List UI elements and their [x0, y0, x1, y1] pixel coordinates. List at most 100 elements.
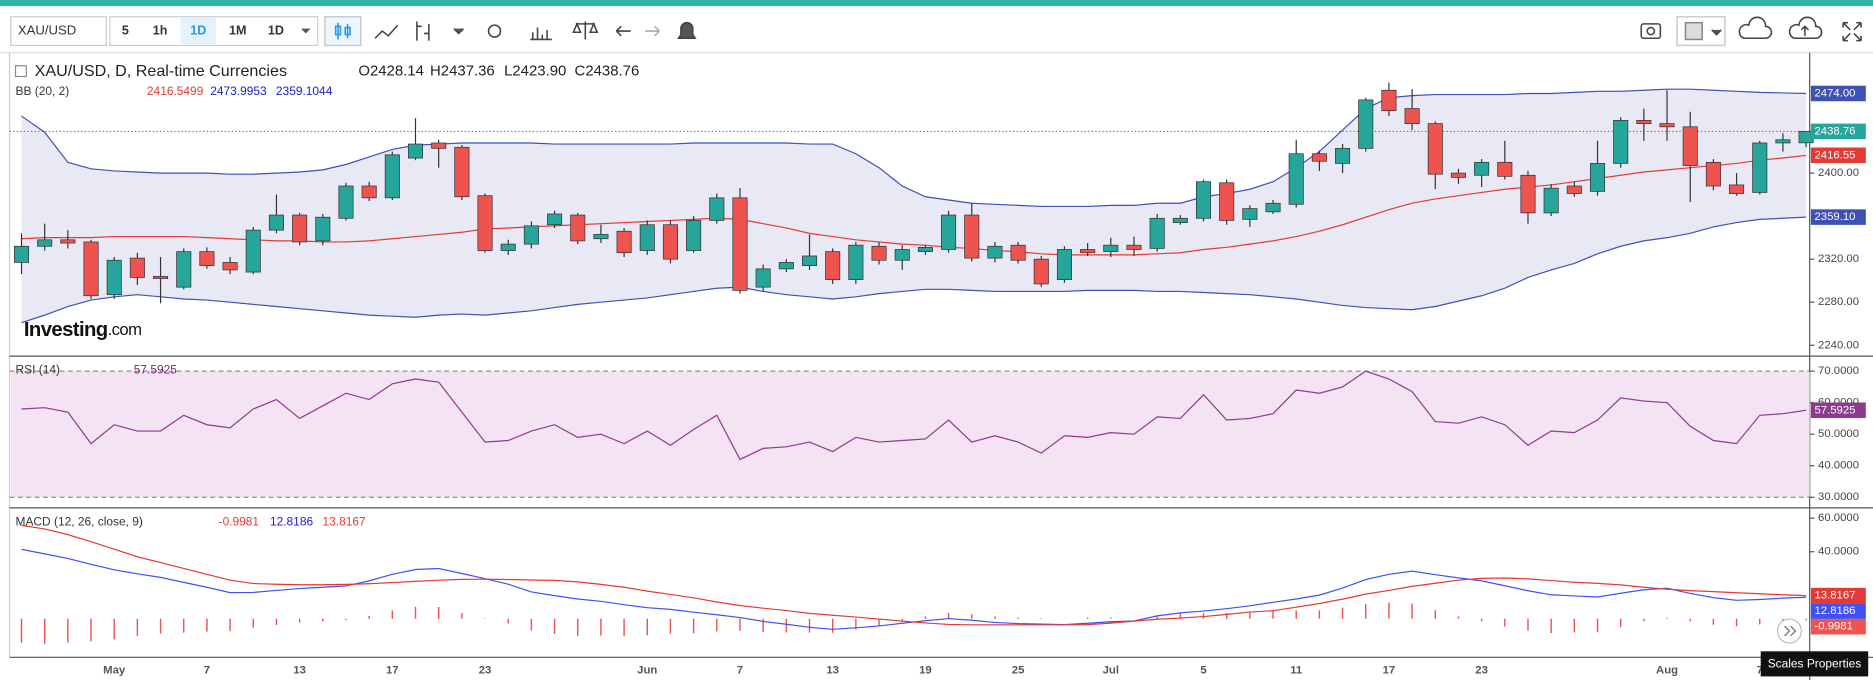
x-tick-label: 7	[737, 664, 743, 676]
candle-body	[1126, 244, 1142, 250]
cloud-save-icon[interactable]	[1788, 16, 1823, 40]
candle-body	[1729, 184, 1745, 194]
scroll-icon	[1784, 625, 1797, 637]
candle-body	[732, 197, 748, 291]
candle-body	[106, 259, 122, 296]
candle-body	[60, 239, 76, 244]
x-tick-label: 23	[1475, 664, 1488, 676]
candle-body	[1010, 244, 1026, 261]
symbol[interactable]: XAU/USD	[18, 23, 76, 38]
candle-body	[1172, 217, 1188, 223]
settings-icon[interactable]	[487, 24, 502, 38]
interval-button[interactable]: 1h	[153, 23, 168, 37]
redo-icon[interactable]	[645, 25, 660, 37]
candle-body	[1080, 249, 1096, 254]
bars-icon[interactable]	[416, 21, 430, 41]
price-tag	[1810, 587, 1866, 604]
price-tag	[1810, 618, 1866, 635]
candle-body	[1288, 153, 1304, 205]
toolbar-icons	[324, 15, 1862, 47]
macd-signal-value: 13.8167	[323, 514, 367, 528]
candle-body	[593, 234, 609, 240]
dropdown-arrow[interactable]	[301, 28, 311, 34]
x-tick-label: 5	[1200, 664, 1206, 676]
candle-body	[1775, 139, 1791, 144]
y-tick-label: 2320.00	[1818, 253, 1859, 265]
cloud-load-icon[interactable]	[1738, 16, 1773, 40]
x-tick-label: 17	[386, 664, 399, 676]
layout-arrow	[1711, 29, 1722, 36]
tooltip-bg	[1760, 651, 1869, 677]
candle-body	[686, 220, 702, 251]
candle-body	[709, 197, 725, 221]
x-tick-label: 7	[204, 664, 210, 676]
x-tick-label: 19	[919, 664, 932, 676]
logo-name: Investing	[24, 319, 108, 341]
candle-body	[1589, 163, 1606, 192]
rsi-value: 57.5925	[134, 363, 178, 377]
candle-body	[1613, 120, 1629, 164]
candle-body	[361, 185, 377, 199]
y-tick-label: 70.0000	[1818, 365, 1859, 377]
price-tag	[1810, 123, 1866, 140]
candle-body	[1149, 217, 1165, 249]
candle-body	[1497, 161, 1513, 177]
y-tick-label: 40.0000	[1818, 546, 1859, 558]
candle-body	[1358, 99, 1374, 149]
candle-body	[1659, 123, 1675, 128]
plot: 2240.00 2280.00 2320.00 2400.00 2474.00 2438.…	[9, 82, 1866, 676]
interval-button[interactable]: 5	[122, 23, 129, 37]
interval-button[interactable]: 1D	[268, 23, 284, 37]
collapse-icon[interactable]	[14, 65, 27, 78]
alert-icon[interactable]	[677, 21, 697, 40]
candle-body	[1242, 208, 1258, 220]
candle-body	[1103, 244, 1119, 253]
candle-body	[1033, 258, 1049, 285]
candle-body	[917, 246, 933, 253]
candle-body	[1520, 174, 1536, 214]
price-tag	[1810, 603, 1866, 619]
candle-body	[1265, 202, 1281, 213]
candle-body	[1404, 108, 1420, 124]
candle-body	[570, 214, 586, 242]
candle-body	[315, 216, 331, 242]
price-tag-label: 2438.76	[1814, 125, 1855, 137]
ohlc-high: H2437.36	[430, 63, 495, 80]
fullscreen-icon[interactable]	[1842, 21, 1862, 42]
legends: XAU/USD, D, Real-time Currencies O2428.1…	[14, 62, 1869, 677]
candle-body	[894, 249, 910, 261]
price-tag	[1810, 147, 1866, 164]
symbol-box[interactable]	[10, 16, 107, 47]
interval-button[interactable]: 1M	[229, 23, 246, 37]
price-tag-label: 57.5925	[1814, 404, 1855, 416]
undo-icon[interactable]	[615, 25, 631, 37]
candle-body	[268, 214, 284, 231]
candle-body	[987, 245, 1003, 259]
line-icon[interactable]	[374, 24, 399, 39]
panes	[8, 52, 1873, 680]
candle-body	[83, 241, 99, 297]
compare-icon[interactable]	[572, 21, 599, 40]
candle-body	[941, 214, 957, 250]
candle-body	[1752, 142, 1768, 193]
x-tick-label: Jun	[637, 664, 657, 676]
dropdown-icon[interactable]	[453, 28, 465, 35]
x-tick-label: 25	[1012, 664, 1025, 676]
candle-body	[848, 244, 864, 280]
interval-button[interactable]: 1D	[190, 23, 206, 37]
bb-lower-value: 2359.1044	[276, 84, 333, 98]
tooltip: Scales Properties	[1768, 657, 1862, 671]
chart-title: XAU/USD, D, Real-time Currencies	[35, 62, 287, 80]
rsi-line	[21, 370, 1807, 461]
x-tick-label: 7	[1757, 664, 1763, 676]
x-tick-label: 11	[1290, 664, 1302, 676]
candle-body	[176, 251, 192, 288]
candle-body	[616, 230, 632, 254]
bb-upper-value: 2473.9953	[210, 84, 267, 98]
icon-candles[interactable]	[324, 15, 362, 47]
candle-body	[1705, 161, 1721, 187]
indicators-icon[interactable]	[530, 27, 552, 41]
macd-line	[21, 524, 1807, 626]
camera-icon[interactable]	[1640, 23, 1662, 40]
